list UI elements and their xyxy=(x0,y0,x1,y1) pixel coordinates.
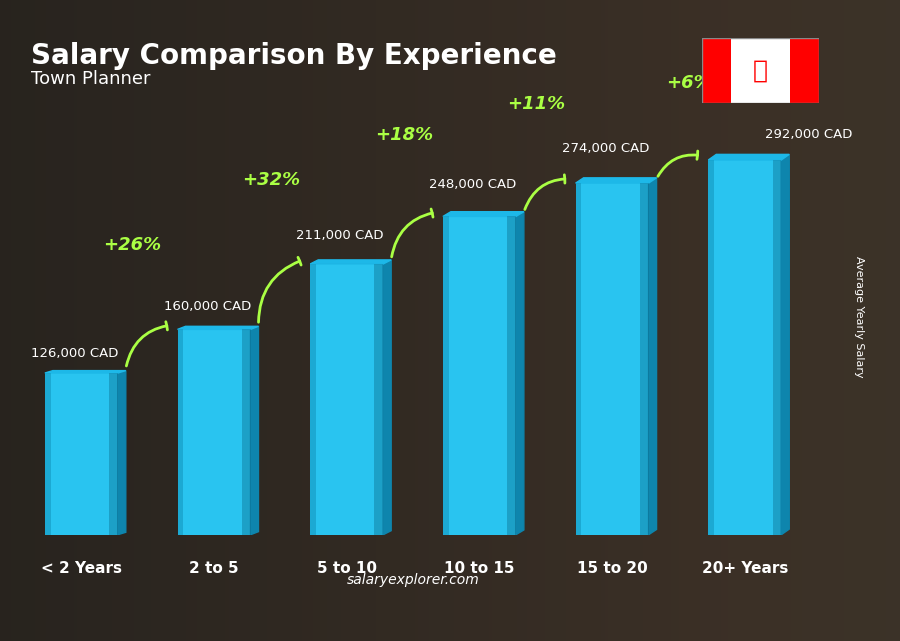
Bar xyxy=(790,38,819,103)
Text: 2 to 5: 2 to 5 xyxy=(189,561,239,576)
Polygon shape xyxy=(250,326,258,535)
Bar xyxy=(242,329,250,535)
Bar xyxy=(708,160,715,535)
Text: < 2 Years: < 2 Years xyxy=(40,561,122,576)
Polygon shape xyxy=(781,154,789,535)
Text: 5 to 10: 5 to 10 xyxy=(317,561,377,576)
Text: Salary Comparison By Experience: Salary Comparison By Experience xyxy=(31,42,557,70)
Text: 292,000 CAD: 292,000 CAD xyxy=(765,128,852,141)
Bar xyxy=(109,373,118,535)
Polygon shape xyxy=(45,370,126,373)
Polygon shape xyxy=(310,260,392,264)
Text: +26%: +26% xyxy=(103,236,161,254)
Text: salaryexplorer.com: salaryexplorer.com xyxy=(346,573,480,587)
Polygon shape xyxy=(708,154,789,160)
Text: +32%: +32% xyxy=(242,171,301,188)
Text: 211,000 CAD: 211,000 CAD xyxy=(296,229,383,242)
FancyBboxPatch shape xyxy=(310,264,383,535)
Polygon shape xyxy=(516,212,524,535)
Polygon shape xyxy=(576,178,657,183)
Text: 126,000 CAD: 126,000 CAD xyxy=(31,347,118,360)
Text: 15 to 20: 15 to 20 xyxy=(577,561,647,576)
Text: 248,000 CAD: 248,000 CAD xyxy=(429,178,517,191)
Polygon shape xyxy=(383,260,392,535)
Polygon shape xyxy=(177,326,258,329)
Text: +11%: +11% xyxy=(508,96,565,113)
Polygon shape xyxy=(649,178,657,535)
Polygon shape xyxy=(443,212,524,217)
FancyBboxPatch shape xyxy=(45,373,118,535)
FancyBboxPatch shape xyxy=(443,217,516,535)
Bar xyxy=(443,217,449,535)
FancyBboxPatch shape xyxy=(708,160,781,535)
Bar xyxy=(374,264,383,535)
Text: Average Yearly Salary: Average Yearly Salary xyxy=(854,256,864,378)
Polygon shape xyxy=(118,370,126,535)
Bar xyxy=(576,183,581,535)
Text: 20+ Years: 20+ Years xyxy=(702,561,788,576)
FancyBboxPatch shape xyxy=(177,329,250,535)
Text: +18%: +18% xyxy=(374,126,433,144)
Bar xyxy=(310,264,316,535)
Bar xyxy=(45,373,50,535)
Bar xyxy=(772,160,781,535)
Text: 274,000 CAD: 274,000 CAD xyxy=(562,142,649,155)
Text: +6%: +6% xyxy=(666,74,712,92)
Bar xyxy=(640,183,649,535)
FancyBboxPatch shape xyxy=(576,183,649,535)
Bar xyxy=(702,38,731,103)
Text: 🍁: 🍁 xyxy=(753,58,768,83)
Text: 160,000 CAD: 160,000 CAD xyxy=(164,300,251,313)
Text: 10 to 15: 10 to 15 xyxy=(445,561,515,576)
Bar xyxy=(508,217,516,535)
Text: Town Planner: Town Planner xyxy=(31,70,150,88)
Bar xyxy=(177,329,184,535)
